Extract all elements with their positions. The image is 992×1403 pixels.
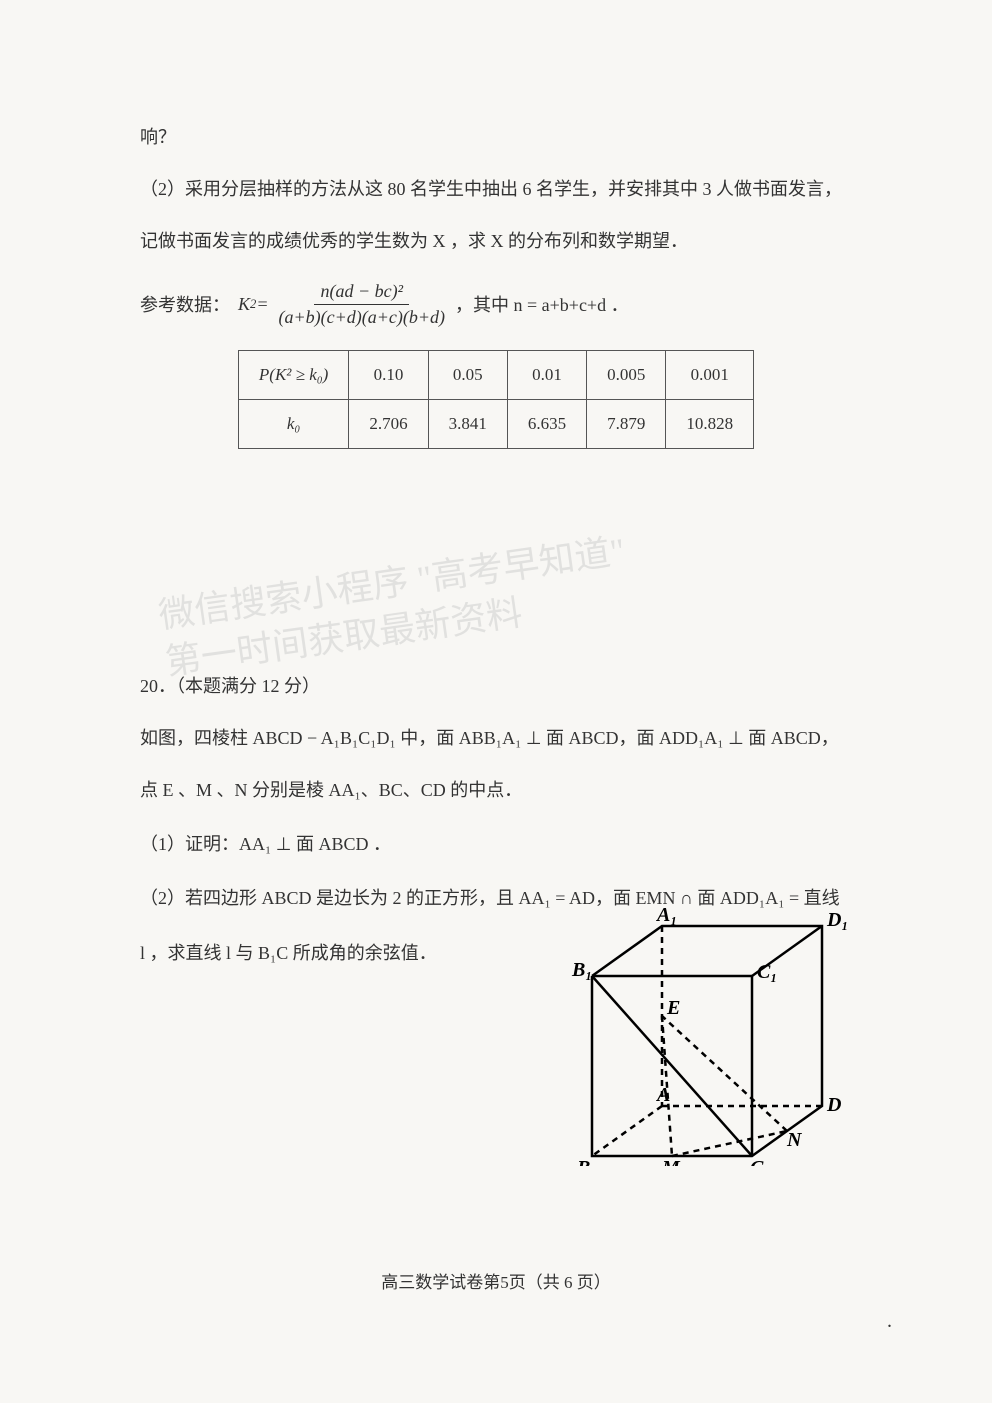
label-e: E: [666, 997, 680, 1019]
ref-denominator: (a+b)(c+d)(a+c)(b+d): [272, 305, 451, 330]
q20-number: 20．（本题满分 12 分）: [140, 669, 852, 703]
table-cell: k₀: [238, 399, 348, 448]
table-cell: 0.005: [587, 350, 666, 399]
table-cell: 6.635: [507, 399, 586, 448]
table-row: P(K² ≥ k₀) 0.10 0.05 0.01 0.005 0.001: [238, 350, 753, 399]
ref-fraction: n(ad − bc)² (a+b)(c+d)(a+c)(b+d): [272, 279, 451, 330]
label-b: B: [576, 1157, 590, 1166]
chi-square-table: P(K² ≥ k₀) 0.10 0.05 0.01 0.005 0.001 k₀…: [238, 350, 754, 449]
table-cell: P(K² ≥ k₀): [238, 350, 348, 399]
ref-prefix: 参考数据：: [140, 291, 230, 317]
table-cell: 10.828: [666, 399, 754, 448]
ref-eq: =: [256, 294, 268, 315]
table-cell: 0.01: [507, 350, 586, 399]
q2-line2: 记做书面发言的成绩优秀的学生数为 X ，求 X 的分布列和数学期望．: [140, 224, 852, 258]
table-cell: 2.706: [349, 399, 428, 448]
label-b1: B₁: [571, 959, 592, 981]
ref-k2-var: K: [238, 294, 250, 315]
label-a: A: [655, 1084, 670, 1106]
end-dot: .: [887, 1310, 892, 1333]
table-cell: 0.05: [428, 350, 507, 399]
label-a1: A₁: [655, 906, 677, 926]
table-cell: 0.001: [666, 350, 754, 399]
table-cell: 0.10: [349, 350, 428, 399]
fragment-top: 响？: [140, 120, 852, 154]
q20-line2: 点 E 、M 、N 分别是棱 AA₁、BC、CD 的中点．: [140, 773, 852, 807]
q20-part1: （1）证明：AA₁ ⊥ 面 ABCD ．: [140, 827, 852, 861]
label-c1: C₁: [757, 961, 777, 983]
reference-formula: 参考数据： K2 = n(ad − bc)² (a+b)(c+d)(a+c)(b…: [140, 279, 852, 330]
table-cell: 7.879: [587, 399, 666, 448]
q20-part3: l ，求直线 l 与 B₁C 所成角的余弦值．: [140, 936, 520, 970]
page-footer: 高三数学试卷第5页（共 6 页）: [0, 1268, 992, 1293]
q2-line1: （2）采用分层抽样的方法从这 80 名学生中抽出 6 名学生，并安排其中 3 人…: [140, 172, 852, 206]
label-d1: D₁: [826, 909, 848, 931]
label-c: C: [750, 1157, 764, 1166]
ref-suffix: ，其中 n = a+b+c+d ．: [455, 291, 629, 317]
prism-figure: A₁ B₁ C₁ D₁ A B C D E M N: [542, 906, 852, 1166]
table-row: k₀ 2.706 3.841 6.635 7.879 10.828: [238, 399, 753, 448]
label-m: M: [661, 1157, 681, 1166]
ref-numerator: n(ad − bc)²: [314, 279, 409, 305]
label-d: D: [826, 1094, 841, 1116]
q20-line1: 如图，四棱柱 ABCD − A₁B₁C₁D₁ 中，面 ABB₁A₁ ⊥ 面 AB…: [140, 721, 852, 755]
table-cell: 3.841: [428, 399, 507, 448]
label-n: N: [786, 1129, 803, 1151]
